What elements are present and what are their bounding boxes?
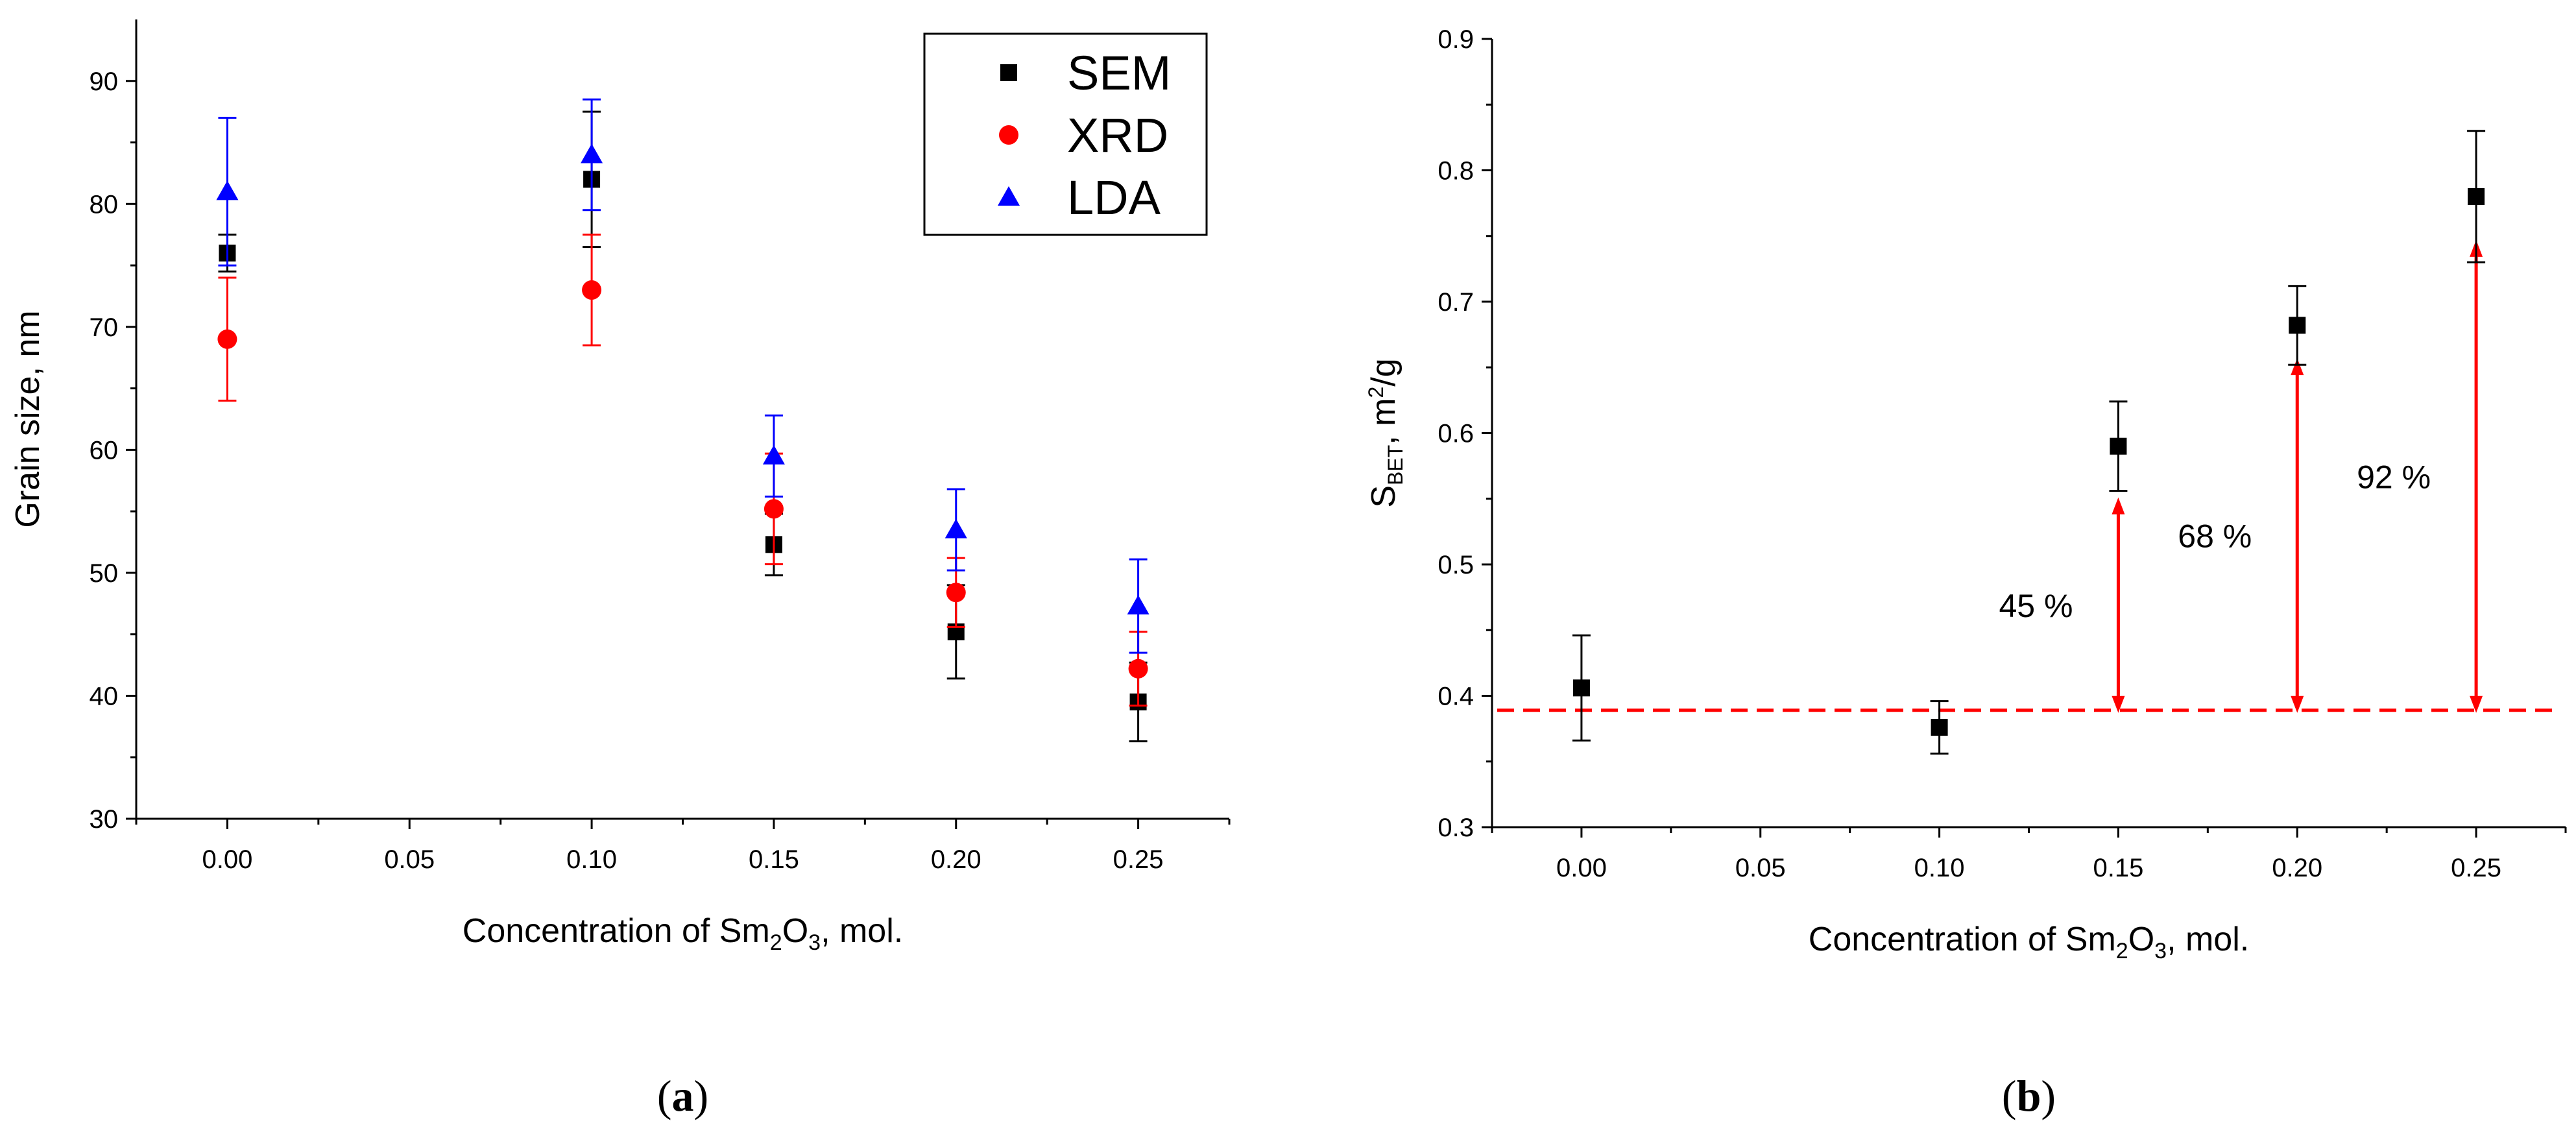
x-tick-label: 0.10 bbox=[1914, 854, 1965, 882]
y-tick-label: 80 bbox=[90, 190, 119, 219]
data-point-lda bbox=[762, 444, 785, 465]
legend-marker-sem bbox=[1000, 64, 1017, 81]
data-point-s_bet bbox=[2110, 437, 2127, 455]
annotation-arrow-head-up bbox=[2112, 497, 2125, 514]
panel-b-chart: 0.3 0.4 0.5 0.6 0.7 0.8 0.9 0.00 0.05 0.10 0.15 0.2… bbox=[1364, 25, 2567, 1120]
data-point-xrd bbox=[764, 499, 784, 519]
y-tick-label: 60 bbox=[90, 436, 119, 465]
y-tick-label: 0.4 bbox=[1438, 683, 1474, 711]
y-tick-label: 30 bbox=[90, 805, 119, 834]
annotation-arrow-head-up bbox=[2291, 358, 2304, 376]
legend-marker-xrd bbox=[999, 125, 1018, 145]
panel-label: (b) bbox=[2002, 1071, 2056, 1120]
y-tick-label: 0.7 bbox=[1438, 288, 1474, 317]
annotation-arrow-head-down bbox=[2470, 695, 2483, 713]
y-axis-label: SBET, m2/g bbox=[1364, 358, 1407, 507]
y-tick-label: 40 bbox=[90, 682, 119, 710]
x-tick-label: 0.20 bbox=[931, 845, 981, 874]
x-tick-label: 0.20 bbox=[2272, 854, 2322, 882]
annotation-arrow-head-down bbox=[2291, 695, 2304, 713]
annotation-label: 92 % bbox=[2357, 459, 2431, 495]
annotation-arrow-head-down bbox=[2112, 695, 2125, 713]
y-tick-label: 70 bbox=[90, 313, 119, 342]
x-tick-label: 0.25 bbox=[2451, 854, 2501, 882]
data-point-lda bbox=[581, 143, 603, 163]
x-tick-label: 0.00 bbox=[1556, 854, 1607, 882]
data-point-s_bet bbox=[1931, 719, 1948, 736]
x-axis-label: Concentration of Sm2O3, mol. bbox=[463, 912, 903, 955]
y-tick-label: 0.8 bbox=[1438, 157, 1474, 186]
legend-label: XRD bbox=[1067, 108, 1168, 162]
x-tick-label: 0.15 bbox=[749, 845, 799, 874]
y-tick-label: 0.5 bbox=[1438, 551, 1474, 579]
x-tick-label: 0.00 bbox=[202, 845, 252, 874]
y-axis-label: Grain size, nm bbox=[9, 310, 47, 527]
data-point-xrd bbox=[582, 280, 602, 300]
legend-label: LDA bbox=[1067, 171, 1161, 224]
y-tick-label: 0.3 bbox=[1438, 814, 1474, 842]
x-tick-label: 0.05 bbox=[1735, 854, 1786, 882]
data-point-s_bet bbox=[1572, 679, 1590, 697]
data-point-lda bbox=[945, 518, 967, 538]
x-tick-label: 0.15 bbox=[2093, 854, 2143, 882]
x-tick-label: 0.10 bbox=[566, 845, 617, 874]
data-point-xrd bbox=[1128, 659, 1148, 679]
panel-label: (a) bbox=[657, 1071, 708, 1120]
annotation-label: 45 % bbox=[1999, 588, 2073, 624]
annotation-label: 68 % bbox=[2178, 518, 2252, 554]
x-tick-label: 0.25 bbox=[1113, 845, 1164, 874]
legend-marker-lda bbox=[998, 186, 1020, 206]
x-tick-label: 0.05 bbox=[384, 845, 435, 874]
panel-a-chart: 30 40 50 60 70 80 90 0.00 0.05 0.10 0.15 0.20 0.25 Co… bbox=[9, 19, 1231, 1120]
y-tick-label: 0.6 bbox=[1438, 420, 1474, 448]
legend-box bbox=[923, 32, 1208, 236]
y-tick-label: 0.9 bbox=[1438, 25, 1474, 54]
data-point-xrd bbox=[946, 583, 966, 603]
legend-label: SEM bbox=[1067, 46, 1171, 100]
y-tick-label: 90 bbox=[90, 67, 119, 96]
data-point-lda bbox=[1127, 595, 1150, 615]
data-point-xrd bbox=[217, 329, 237, 349]
y-tick-label: 50 bbox=[90, 559, 119, 588]
x-axis-label: Concentration of Sm2O3, mol. bbox=[1809, 921, 2249, 963]
data-point-s_bet bbox=[2468, 188, 2485, 205]
data-point-s_bet bbox=[2289, 317, 2306, 334]
data-point-lda bbox=[216, 180, 239, 200]
